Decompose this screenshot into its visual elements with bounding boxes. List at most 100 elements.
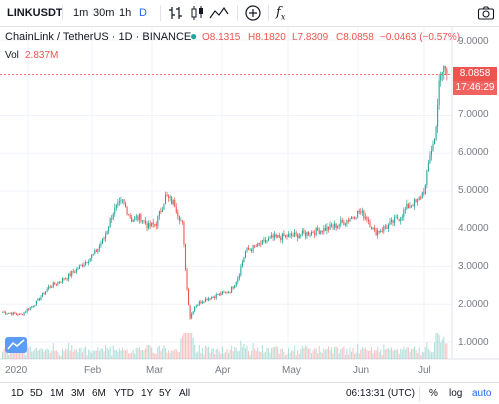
range-1d[interactable]: 1D — [11, 388, 24, 399]
volume-bar — [11, 348, 13, 359]
volume-bar — [128, 353, 130, 359]
volume-bar — [28, 347, 30, 359]
candle-body — [74, 272, 76, 274]
price-chart[interactable] — [0, 27, 499, 382]
candle-body — [264, 239, 266, 243]
volume-bar — [204, 345, 207, 359]
chart-pane[interactable]: ChainLink / TetherUS · 1D · BINANCE ● O8… — [0, 27, 499, 382]
candle-body — [398, 219, 400, 221]
candle-body — [384, 226, 386, 228]
range-1y[interactable]: 1Y — [141, 388, 154, 399]
candle-body — [81, 264, 84, 267]
candles-icon[interactable] — [189, 5, 205, 21]
candle-body — [309, 234, 311, 236]
volume-bar — [289, 352, 291, 359]
log-toggle[interactable]: log — [449, 388, 463, 399]
candle-body — [383, 226, 385, 232]
volume-bar — [380, 349, 382, 359]
volume-bar — [215, 349, 217, 359]
status-dot-icon: ● — [190, 29, 198, 43]
volume-bar — [321, 352, 323, 359]
candle-body — [324, 227, 326, 231]
interval-dropdown[interactable]: D — [139, 7, 147, 19]
candle-body — [200, 301, 202, 304]
candle-body — [35, 300, 37, 306]
volume-bar — [223, 353, 225, 359]
volume-bar — [275, 346, 277, 359]
tradingview-logo-icon[interactable] — [5, 337, 27, 353]
range-1m[interactable]: 1M — [50, 388, 64, 399]
volume-bar — [364, 347, 366, 359]
price-tick: 4.0000 — [458, 223, 489, 234]
candle-body — [300, 234, 302, 236]
range-5y[interactable]: 5Y — [159, 388, 172, 399]
utc-clock[interactable]: 06:13:31 (UTC) — [346, 388, 415, 399]
indicators-icon[interactable] — [209, 5, 229, 21]
volume-bar — [392, 350, 394, 359]
price-tick: 5.0000 — [458, 185, 489, 196]
percent-toggle[interactable]: % — [429, 388, 438, 399]
candle-body — [154, 223, 156, 225]
volume-bar — [161, 348, 163, 359]
candle-body — [420, 197, 422, 199]
candle-body — [317, 227, 319, 231]
bar-style-icon[interactable] — [168, 5, 184, 21]
volume-bar — [137, 348, 139, 359]
range-all[interactable]: All — [179, 388, 191, 399]
candle-body — [129, 214, 131, 218]
candle-body — [415, 199, 417, 202]
candle-body — [211, 297, 213, 300]
volume-bar — [229, 349, 231, 359]
volume-bar — [238, 351, 240, 359]
volume-bar — [26, 344, 28, 359]
candle-body — [392, 219, 394, 224]
volume-bar — [184, 333, 187, 359]
candle-body — [247, 248, 250, 250]
candle-body — [337, 225, 339, 228]
volume-bar — [374, 350, 376, 359]
candle-body — [89, 258, 91, 262]
range-3m[interactable]: 3M — [71, 388, 85, 399]
volume-bar — [267, 348, 270, 359]
volume-bar — [186, 333, 188, 359]
symbol-search[interactable]: LINKUSDT — [7, 7, 63, 19]
interval-1h[interactable]: 1h — [119, 7, 132, 19]
auto-toggle[interactable]: auto — [472, 388, 492, 399]
volume-bar — [401, 349, 403, 359]
interval-1m[interactable]: 1m — [73, 7, 89, 19]
volume-bar — [235, 348, 237, 359]
volume-bar — [221, 346, 223, 359]
candle-body — [307, 231, 310, 236]
range-6m[interactable]: 6M — [92, 388, 106, 399]
compare-add-icon[interactable] — [244, 4, 262, 22]
volume-bar — [65, 348, 67, 359]
volume-bar — [25, 355, 27, 359]
time-tick: Jun — [353, 365, 370, 376]
volume-bar — [121, 347, 123, 359]
top-toolbar: LINKUSDT 1m 30m 1h D fx — [0, 0, 499, 27]
volume-bar — [274, 347, 276, 359]
range-ytd[interactable]: YTD — [114, 388, 134, 399]
range-5d[interactable]: 5D — [30, 388, 43, 399]
volume-bar — [97, 347, 99, 359]
volume-bar — [398, 353, 400, 359]
volume-bar — [338, 353, 340, 359]
candle-countdown: 17:46:29 — [453, 81, 497, 95]
candle-body — [208, 298, 210, 301]
fx-indicators-icon[interactable]: fx — [276, 5, 286, 22]
candle-body — [369, 221, 371, 228]
volume-bar — [320, 351, 322, 359]
candle-body — [38, 298, 40, 301]
candle-body — [118, 201, 120, 203]
candle-body — [287, 234, 290, 238]
volume-bar — [83, 348, 85, 359]
interval-30m[interactable]: 30m — [93, 7, 115, 19]
volume-bar — [283, 351, 285, 359]
candle-body — [206, 298, 208, 301]
volume-bar — [335, 346, 337, 359]
volume-bar — [344, 354, 346, 359]
candle-body — [289, 233, 291, 235]
volume-bar — [306, 346, 308, 359]
camera-icon[interactable] — [477, 5, 495, 21]
candle-body — [315, 227, 317, 235]
